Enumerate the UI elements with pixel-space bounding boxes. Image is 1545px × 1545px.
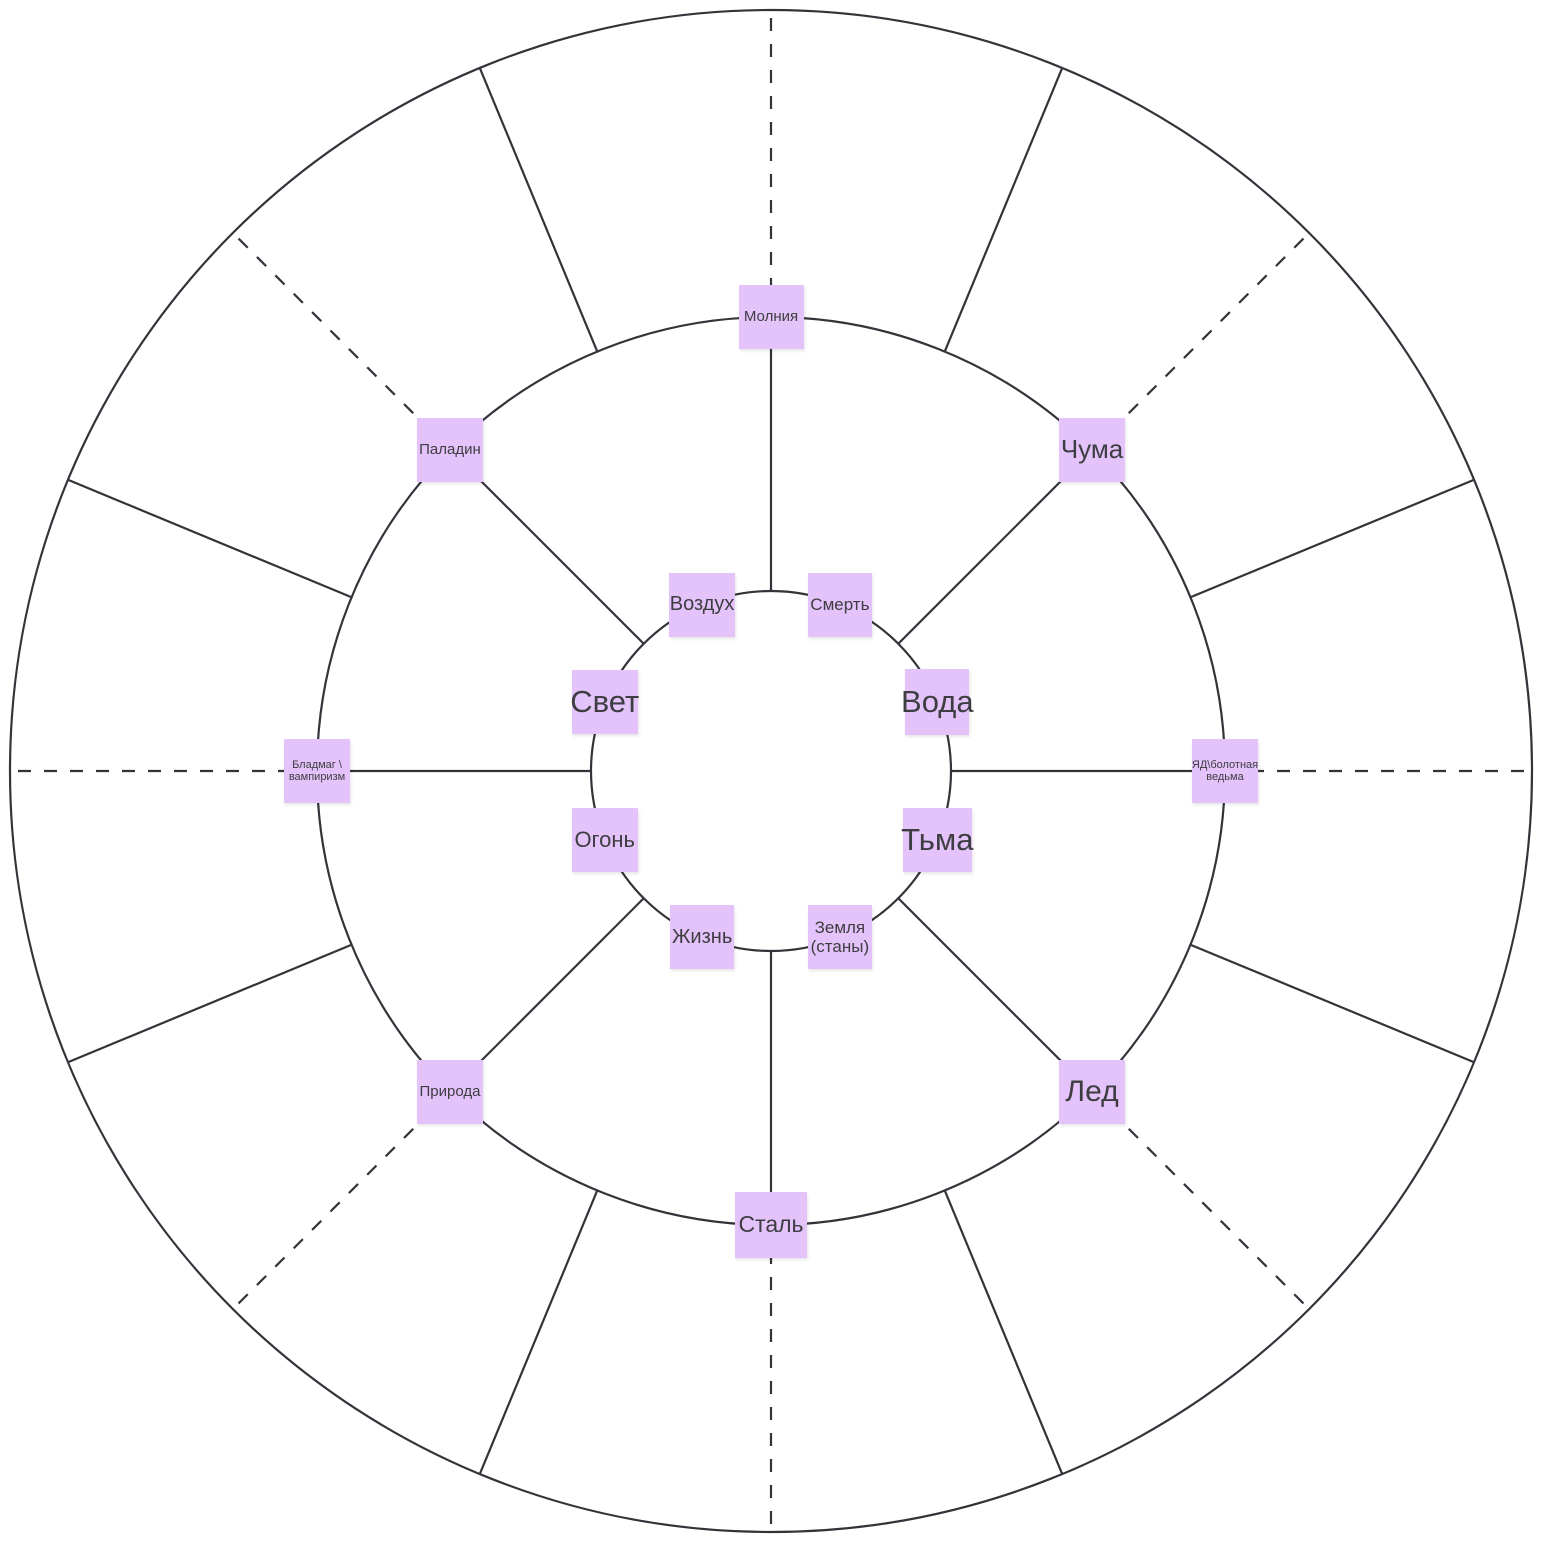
node-label: Сталь: [738, 1211, 804, 1238]
spoke-outer-solid-247.5: [67, 943, 352, 1064]
node-label: Паладин: [419, 440, 481, 458]
node-zhizn[interactable]: Жизнь: [670, 905, 735, 970]
node-molniya[interactable]: Молния: [738, 285, 804, 349]
node-smert[interactable]: Смерть: [807, 572, 872, 637]
spoke-inner-chuma: [897, 449, 1093, 645]
spoke-outer-solid-112.5: [1190, 943, 1475, 1064]
node-label: Жизнь: [671, 926, 733, 949]
spoke-outer-dashed-135: [1091, 1091, 1310, 1310]
node-yad[interactable]: ЯД\болотная ведьма: [1192, 739, 1258, 803]
node-label: Чума: [1060, 434, 1124, 465]
node-stal[interactable]: Сталь: [735, 1192, 807, 1258]
spoke-outer-solid-67.5: [1190, 478, 1475, 599]
node-vozduh[interactable]: Воздух: [669, 572, 736, 637]
node-label: Смерть: [810, 595, 870, 615]
spoke-outer-solid-337.5: [478, 67, 599, 352]
node-chuma[interactable]: Чума: [1059, 417, 1126, 482]
node-label: Тьма: [901, 821, 974, 857]
spoke-outer-dashed-225: [232, 1091, 451, 1310]
node-zemlya[interactable]: Земля (станы): [807, 905, 872, 970]
spoke-lines: [10, 10, 1532, 1532]
spoke-outer-solid-157.5: [943, 1190, 1064, 1475]
node-label: Воздух: [669, 593, 735, 616]
node-label: Свет: [570, 683, 640, 719]
node-tma[interactable]: Тьма: [901, 807, 974, 872]
node-label: Лед: [1065, 1075, 1119, 1109]
node-label: Вода: [901, 683, 974, 719]
node-label: ЯД\болотная ведьма: [1191, 758, 1259, 783]
spoke-outer-solid-22.5: [943, 67, 1064, 352]
spoke-outer-solid-202.5: [478, 1190, 599, 1475]
spoke-outer-solid-292.5: [67, 478, 352, 599]
node-priroda[interactable]: Природа: [416, 1060, 483, 1125]
spoke-inner-led: [897, 897, 1093, 1093]
node-paladin[interactable]: Паладин: [416, 417, 483, 482]
spoke-inner-paladin: [449, 449, 645, 645]
node-led[interactable]: Лед: [1059, 1060, 1126, 1125]
node-svet[interactable]: Свет: [570, 670, 640, 735]
inner-circle: [589, 589, 953, 953]
outer-circle: [8, 8, 1534, 1534]
node-label: Огонь: [574, 826, 635, 852]
node-label: Бладмаг \ вампиризм: [288, 758, 346, 783]
node-label: Природа: [419, 1082, 481, 1100]
node-label: Молния: [743, 307, 799, 325]
node-ogon[interactable]: Огонь: [571, 807, 638, 872]
node-bladmag[interactable]: Бладмаг \ вампиризм: [284, 739, 350, 803]
spoke-inner-priroda: [449, 897, 645, 1093]
node-label: Земля (станы): [810, 918, 870, 957]
node-voda[interactable]: Вода: [901, 669, 974, 736]
